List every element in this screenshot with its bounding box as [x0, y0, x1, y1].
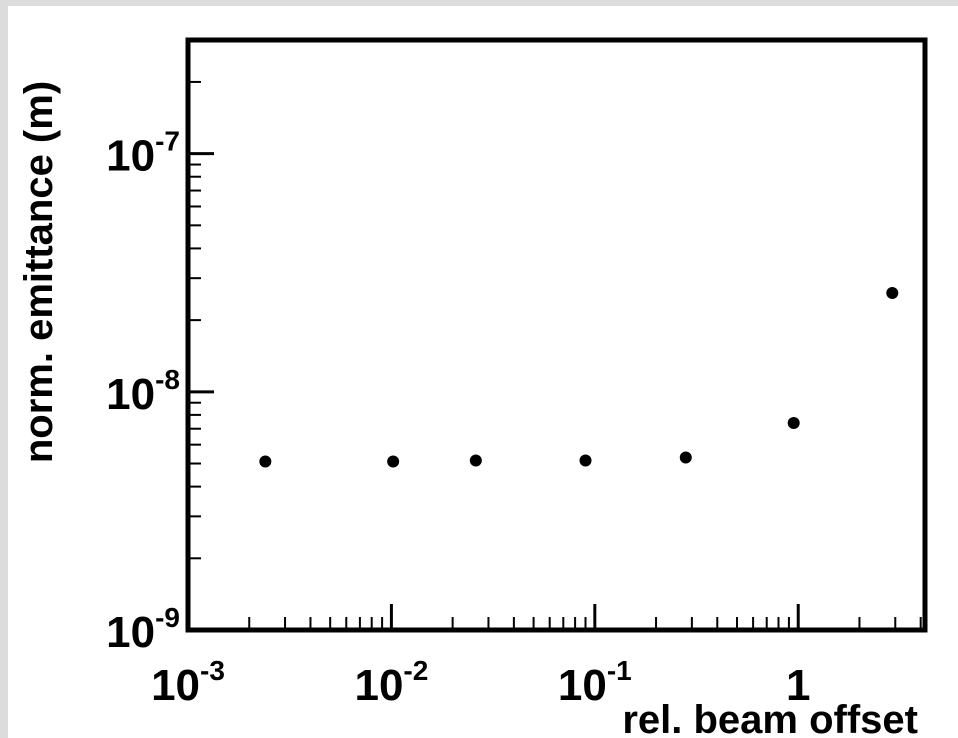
y-tick-label: 10-7: [106, 126, 180, 181]
x-tick-label: 10-2: [354, 655, 428, 710]
x-tick-label: 10-1: [558, 655, 632, 710]
minor-ticks: [188, 39, 922, 630]
major-ticks: [186, 152, 800, 632]
y-tick-label: 10-9: [106, 602, 180, 657]
x-tick-label: 10-3: [151, 655, 225, 710]
data-point: [579, 454, 592, 467]
x-axis-title: rel. beam offset: [622, 698, 918, 738]
x-tick-label: 1: [786, 661, 810, 710]
data-points: [259, 286, 899, 468]
data-point: [787, 416, 800, 429]
data-point: [469, 454, 482, 467]
x-tick-labels: 10-3 10-2 10-1 1: [151, 655, 810, 710]
y-tick-labels: 10-9 10-8 10-7: [106, 126, 180, 657]
y-tick-label: 10-8: [106, 364, 180, 419]
data-point: [886, 286, 899, 299]
plot-area: [185, 37, 928, 633]
data-point: [679, 451, 692, 464]
data-point: [259, 455, 272, 468]
y-axis-title: norm. emittance (m): [17, 81, 61, 463]
data-point: [387, 455, 400, 468]
